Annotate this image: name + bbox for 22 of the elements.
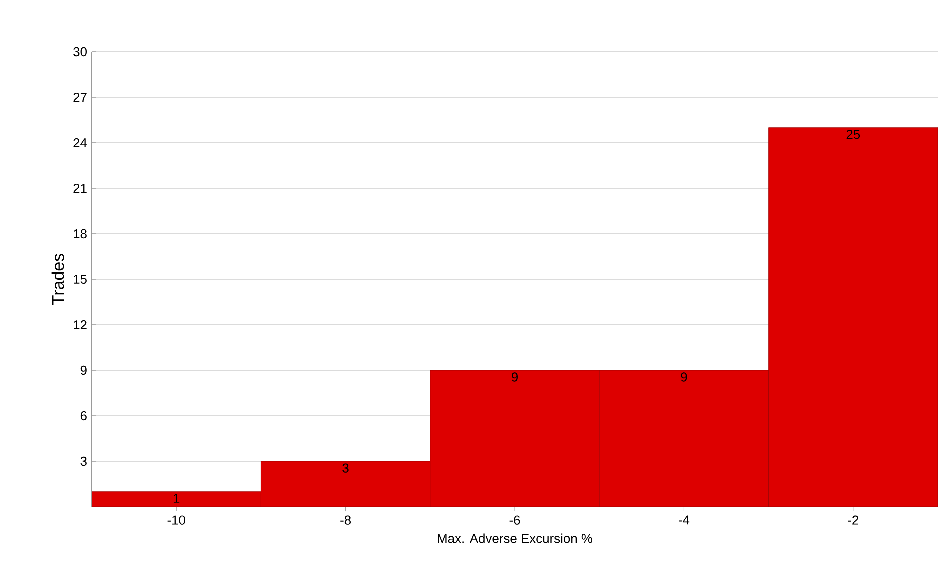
y-tick-label: 15 (74, 274, 87, 284)
x-tick-label: -2 (848, 516, 859, 525)
x-axis-title: Max. Adverse Excursion % (438, 534, 593, 544)
data-label: 9 (512, 372, 518, 382)
x-tick-label: -8 (340, 516, 351, 525)
y-tick-label: 27 (74, 92, 87, 102)
y-tick-label: 24 (74, 138, 88, 148)
y-axis-title: Trades (52, 254, 64, 306)
y-tick-label: 30 (74, 47, 87, 57)
x-tick-label: -4 (679, 516, 690, 525)
y-tick-label: 18 (74, 229, 87, 239)
y-tick-label: 21 (74, 184, 87, 194)
data-label: 25 (846, 130, 860, 140)
y-tick-label: 9 (80, 366, 87, 376)
data-label: 9 (681, 372, 688, 382)
y-tick-label: 6 (80, 411, 87, 421)
y-tick-label: 12 (74, 320, 87, 330)
data-label: 3 (342, 464, 349, 473)
x-tick-label: -6 (510, 516, 520, 525)
data-label: 1 (174, 494, 180, 503)
y-tick-label: 3 (80, 456, 87, 466)
x-tick-label: -10 (168, 516, 186, 525)
